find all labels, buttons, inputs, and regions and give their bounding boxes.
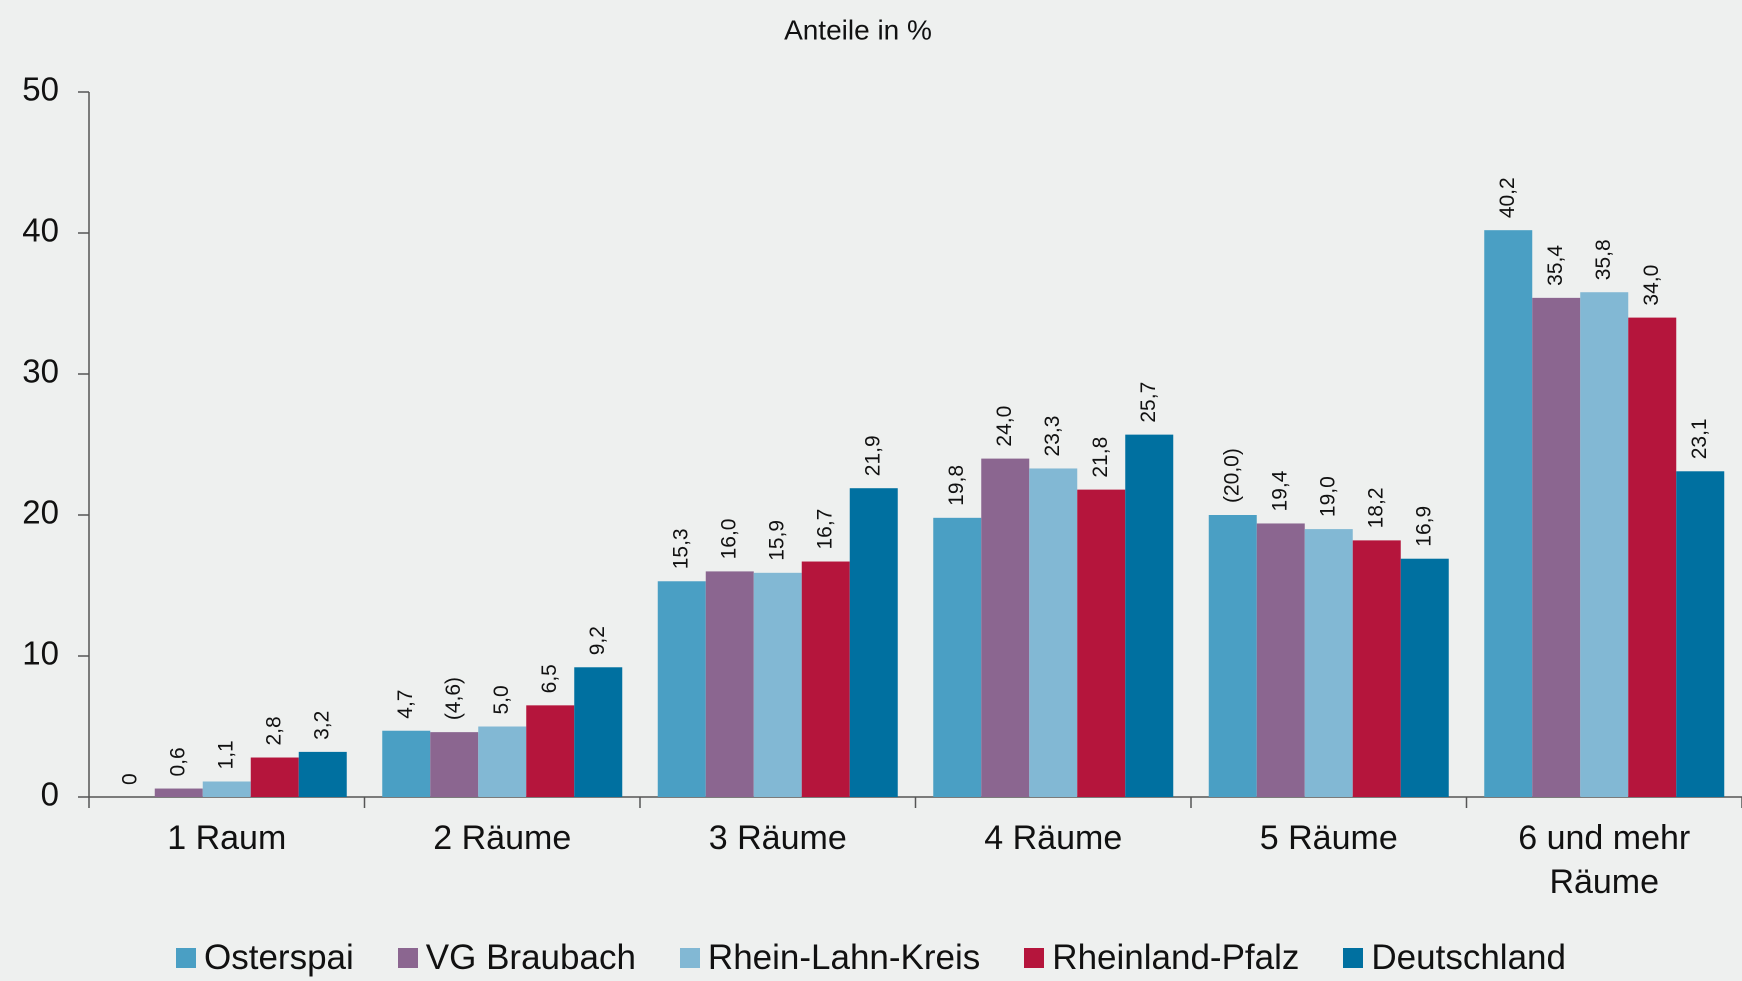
value-label: 21,8 (1089, 437, 1112, 478)
value-label: 34,0 (1640, 265, 1663, 306)
legend-item: Rheinland-Pfalz (1024, 938, 1299, 978)
bar (1628, 317, 1677, 797)
bar (202, 781, 251, 797)
x-tick-label: 6 und mehr Räume (1518, 819, 1691, 901)
value-label: 35,4 (1544, 245, 1567, 286)
value-label: 0 (118, 773, 141, 785)
value-label: 15,9 (765, 520, 788, 561)
value-label: 21,9 (861, 435, 884, 476)
value-label: 15,3 (669, 528, 692, 569)
y-tick-label: 40 (22, 212, 59, 249)
value-label: 16,7 (813, 509, 836, 550)
value-label: 9,2 (586, 626, 609, 655)
legend-label: Deutschland (1371, 938, 1566, 977)
legend-label: Rhein-Lahn-Kreis (707, 938, 981, 977)
value-label: (20,0) (1220, 448, 1243, 503)
bar (849, 488, 898, 797)
bar (1256, 523, 1305, 797)
bar (933, 517, 982, 797)
legend: Osterspai VG Braubach Rhein-Lahn-Kreis Rhei… (0, 938, 1742, 978)
legend-swatch (679, 948, 700, 968)
bar (1400, 558, 1449, 797)
bar (382, 730, 431, 797)
x-tick-label: 5 Räume (1259, 819, 1398, 857)
bar (1125, 434, 1174, 797)
x-tick-label: 2 Räume (433, 819, 572, 857)
bar (1029, 468, 1078, 797)
chart-title: Anteile in % (784, 14, 932, 45)
bar (526, 705, 575, 797)
value-label: 6,5 (538, 664, 561, 693)
bar (1484, 230, 1533, 797)
value-label: 5,0 (490, 685, 513, 714)
bar (657, 581, 706, 797)
y-tick-label: 30 (22, 353, 59, 390)
value-label: 40,2 (1496, 177, 1519, 218)
value-label: 0,6 (166, 747, 189, 776)
value-label: 23,3 (1041, 416, 1064, 457)
bar (154, 788, 203, 797)
x-tick-label: 3 Räume (708, 819, 847, 857)
y-tick-label: 0 (41, 776, 59, 813)
bar (430, 732, 479, 797)
x-tick-label: 4 Räume (984, 819, 1123, 857)
bar (1352, 540, 1401, 797)
bar (981, 458, 1030, 797)
value-label: 35,8 (1592, 239, 1615, 280)
bar (705, 571, 754, 797)
bar (801, 561, 850, 797)
value-label: 24,0 (993, 406, 1016, 447)
value-label: 23,1 (1688, 418, 1711, 459)
bar (250, 757, 299, 797)
value-label: 25,7 (1137, 382, 1160, 423)
value-label: 19,0 (1316, 476, 1339, 517)
legend-item: Deutschland (1343, 938, 1566, 978)
bar (753, 572, 802, 797)
value-label: 3,2 (310, 711, 333, 740)
bar (1532, 297, 1581, 797)
bar (574, 667, 623, 797)
bar (1208, 515, 1257, 797)
value-label: 19,4 (1268, 470, 1291, 511)
legend-swatch (1343, 948, 1364, 968)
legend-label: Rheinland-Pfalz (1052, 938, 1300, 977)
legend-item: Rhein-Lahn-Kreis (679, 938, 981, 978)
value-label: (4,6) (442, 677, 465, 720)
bar (1580, 292, 1629, 797)
legend-label: Osterspai (204, 938, 354, 977)
legend-item: VG Braubach (397, 938, 636, 978)
y-tick-label: 10 (22, 635, 59, 672)
x-tick-label: 1 Raum (167, 819, 287, 857)
legend-swatch (176, 948, 197, 968)
value-label: 4,7 (394, 690, 417, 719)
bar (298, 751, 347, 797)
value-label: 1,1 (214, 740, 237, 769)
legend-label: VG Braubach (425, 938, 636, 977)
value-label: 19,8 (945, 465, 968, 506)
legend-swatch (397, 948, 418, 968)
bar (1304, 529, 1353, 797)
bar (1676, 471, 1725, 797)
value-label: 18,2 (1364, 488, 1387, 529)
bar (478, 726, 527, 797)
y-tick-label: 20 (22, 494, 59, 531)
y-tick-label: 50 (22, 71, 59, 108)
value-label: 16,9 (1412, 506, 1435, 547)
legend-swatch (1024, 948, 1045, 968)
value-label: 16,0 (717, 519, 740, 560)
value-label: 2,8 (262, 716, 285, 745)
legend-item: Osterspai (176, 938, 354, 978)
bar (1077, 489, 1126, 797)
